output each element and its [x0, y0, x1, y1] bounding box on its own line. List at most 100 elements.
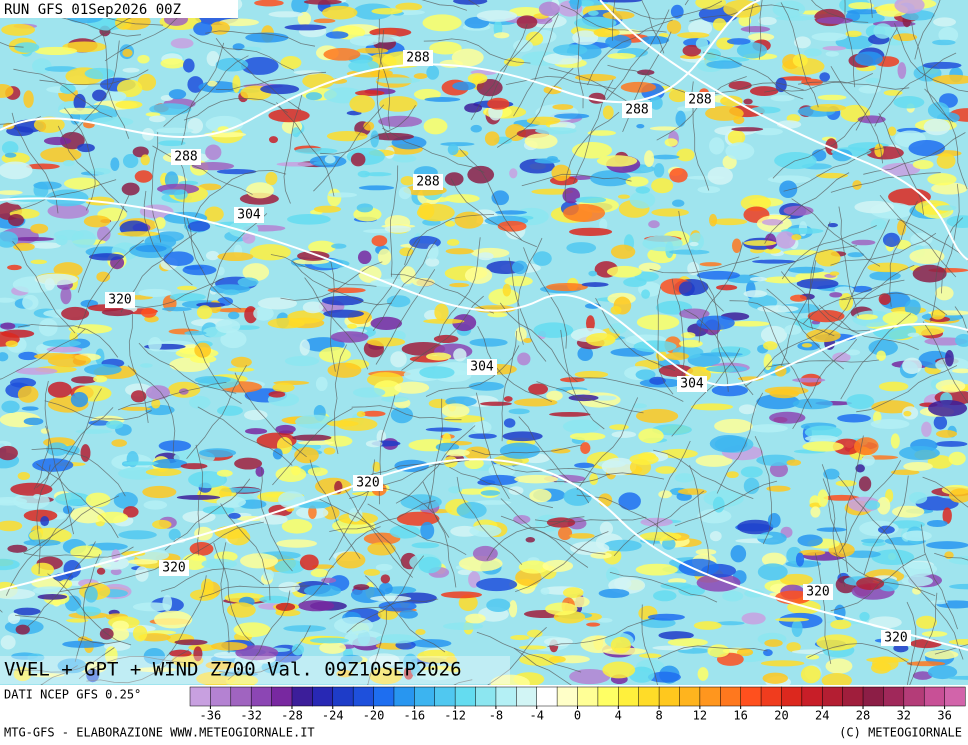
streamline: [160, 568, 265, 592]
field-blob: [791, 234, 802, 241]
field-blob: [716, 621, 745, 626]
field-blob: [944, 349, 954, 367]
field-blob: [569, 432, 606, 441]
field-blob: [269, 136, 278, 144]
field-blob: [217, 405, 243, 416]
field-blob: [585, 315, 595, 332]
field-blob: [503, 57, 525, 67]
field-blob: [731, 127, 764, 132]
streamline: [830, 232, 937, 266]
streamline: [911, 21, 954, 123]
streamline: [422, 481, 457, 588]
field-blob: [705, 105, 744, 121]
field-blob: [749, 86, 779, 96]
field-blob: [756, 454, 796, 466]
field-blob: [399, 609, 418, 619]
field-blob: [623, 277, 647, 288]
streamline: [574, 377, 684, 402]
field-blob: [356, 411, 366, 418]
field-blob: [748, 424, 788, 433]
field-blob: [446, 238, 460, 246]
scale-swatch: [271, 686, 293, 707]
field-blob: [794, 36, 811, 49]
streamline: [500, 515, 606, 555]
streamline: [349, 458, 454, 499]
field-blob: [381, 396, 409, 403]
field-blob: [766, 485, 791, 492]
field-blob: [912, 159, 934, 170]
field-blob: [873, 23, 893, 39]
field-blob: [348, 59, 379, 73]
field-blob: [599, 521, 613, 536]
contour-label: 288: [688, 93, 711, 108]
streamline: [301, 526, 381, 604]
field-blob: [145, 112, 161, 117]
field-blob: [326, 130, 368, 142]
contour-label-bg: [677, 376, 707, 392]
field-blob: [356, 203, 374, 213]
field-blob: [371, 132, 415, 141]
streamline: [706, 283, 729, 392]
field-blob: [323, 309, 364, 318]
field-blob: [232, 43, 245, 51]
field-blob: [509, 7, 543, 17]
field-blob: [215, 57, 249, 72]
field-blob: [514, 474, 558, 484]
field-blob: [122, 67, 140, 73]
field-blob: [281, 519, 313, 534]
field-blob: [832, 438, 861, 455]
field-blob: [569, 668, 611, 685]
field-blob: [837, 414, 871, 423]
field-blob: [674, 473, 695, 483]
streamline: [205, 30, 316, 47]
streamline: [749, 245, 858, 276]
streamline: [807, 642, 913, 666]
streamline: [220, 542, 230, 653]
field-blob: [868, 339, 898, 356]
field-blob: [423, 118, 448, 135]
field-blob: [741, 612, 766, 625]
streamline: [152, 145, 253, 195]
field-blob: [676, 148, 695, 162]
field-blob: [545, 602, 578, 616]
field-blob: [488, 463, 516, 478]
field-blob: [357, 250, 372, 265]
field-blob: [88, 167, 111, 175]
field-blob: [389, 525, 421, 539]
contour: [0, 458, 968, 651]
field-blob: [219, 487, 232, 499]
field-blob: [510, 635, 530, 641]
field-blob: [672, 199, 685, 207]
field-blob: [190, 555, 206, 561]
field-blob: [770, 95, 795, 102]
streamline: [77, 239, 144, 329]
field-blob: [294, 147, 338, 155]
field-blob: [716, 284, 738, 291]
field-blob: [468, 433, 497, 439]
field-blob: [658, 490, 672, 499]
field-blob: [894, 0, 925, 14]
field-blob: [740, 194, 772, 212]
streamline: [896, 218, 968, 262]
scale-swatch: [923, 686, 946, 707]
field-blob: [638, 428, 664, 444]
streamline: [889, 200, 918, 307]
field-blob: [775, 617, 810, 622]
field-blob: [691, 403, 734, 411]
scale-swatch: [944, 686, 966, 707]
field-blob: [242, 263, 270, 282]
field-blob: [526, 116, 561, 125]
scale-swatch: [760, 686, 782, 707]
map-title: VVEL + GPT + WIND Z700 Val. 09Z10SEP2026: [4, 659, 462, 681]
field-blob: [851, 239, 876, 246]
streamline: [128, 314, 149, 423]
field-blob: [563, 204, 606, 222]
field-blob: [835, 480, 857, 487]
field-blob: [757, 305, 799, 313]
scale-label: 28: [856, 709, 870, 723]
streamline: [375, 269, 436, 365]
field-blob: [302, 73, 335, 89]
field-blob: [18, 351, 39, 361]
field-blob: [428, 398, 450, 409]
field-blob: [40, 515, 50, 527]
